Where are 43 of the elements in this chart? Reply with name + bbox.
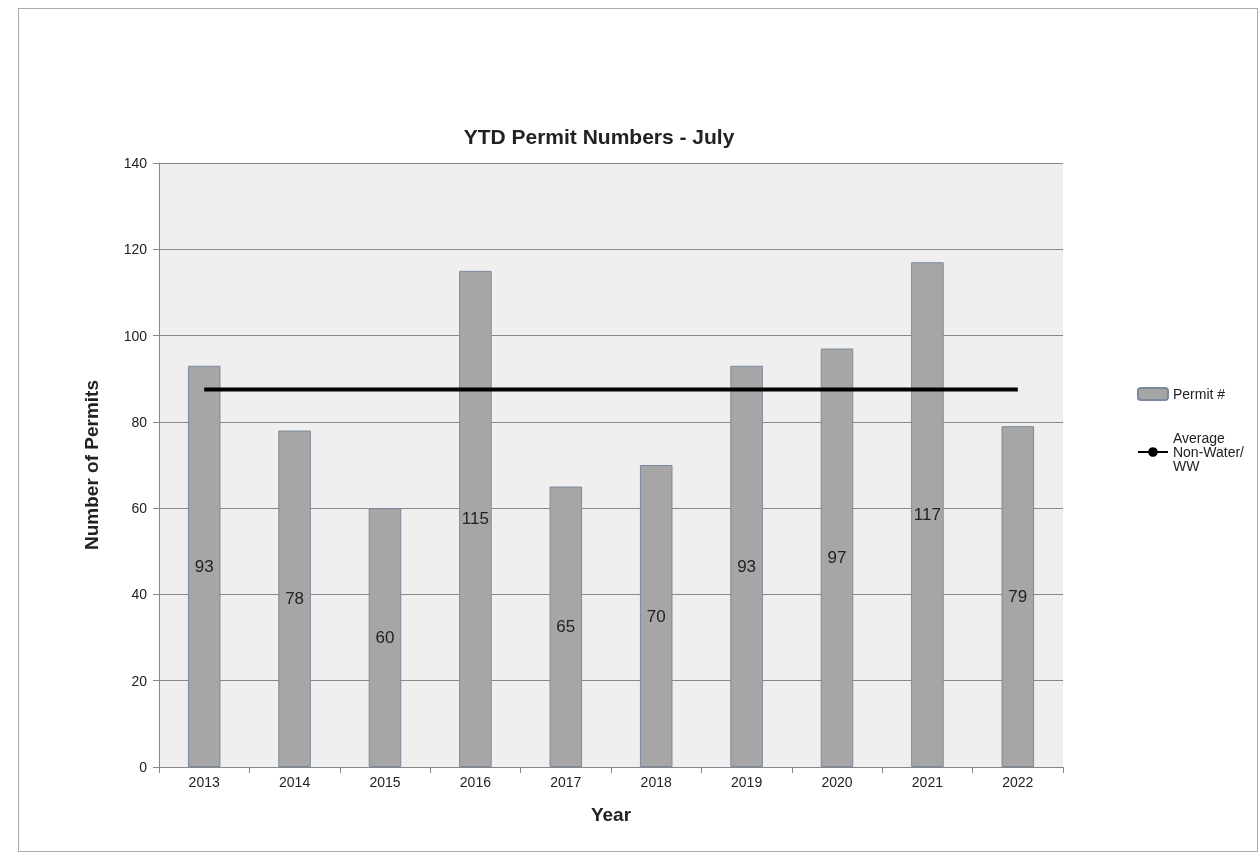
x-tick-label: 2021 [911,774,944,790]
y-tick-label: 100 [123,327,148,344]
legend-label: Average Non-Water/WW [1172,430,1245,474]
y-tick-label: 140 [123,155,148,171]
x-tick-label: 2018 [640,774,672,790]
bar [911,262,944,767]
y-tick-label: 120 [123,241,148,258]
y-axis-title: Number of Permits [81,380,102,550]
x-tick-label: 2015 [369,774,401,790]
data-label: 93 [737,556,757,576]
x-tick-label: 2017 [550,774,582,790]
data-label: 117 [913,505,941,525]
bar [368,508,402,767]
bar [187,365,221,767]
chart-title: YTD Permit Numbers - July [463,125,735,148]
data-label: 65 [556,617,576,637]
x-axis-title: Year [590,804,632,825]
bar [639,465,673,767]
bar [278,430,311,767]
x-tick-label: 2022 [1002,774,1034,790]
x-tick-label: 2020 [821,774,853,790]
x-tick-label: 2013 [188,774,220,790]
bar [820,348,854,767]
x-tick-label: 2014 [279,774,311,790]
y-tick-label: 20 [131,672,148,689]
bar [459,270,492,767]
x-tick-label: 2016 [459,774,492,790]
data-label: 97 [827,548,847,568]
x-tick-label: 2019 [731,774,763,790]
data-label: 93 [194,556,214,576]
bar [549,486,583,767]
bar [1001,426,1035,767]
y-tick-label: 60 [131,500,148,517]
data-label: 70 [646,606,666,626]
data-label: 115 [461,509,489,529]
data-label: 78 [285,589,305,609]
data-label: 79 [1008,587,1028,607]
legend-label: Permit # [1172,386,1226,402]
y-tick-label: 40 [131,586,148,603]
y-tick-label: 80 [131,413,148,430]
bar [730,365,763,767]
data-label: 60 [375,628,395,648]
y-tick-label: 0 [139,759,148,775]
